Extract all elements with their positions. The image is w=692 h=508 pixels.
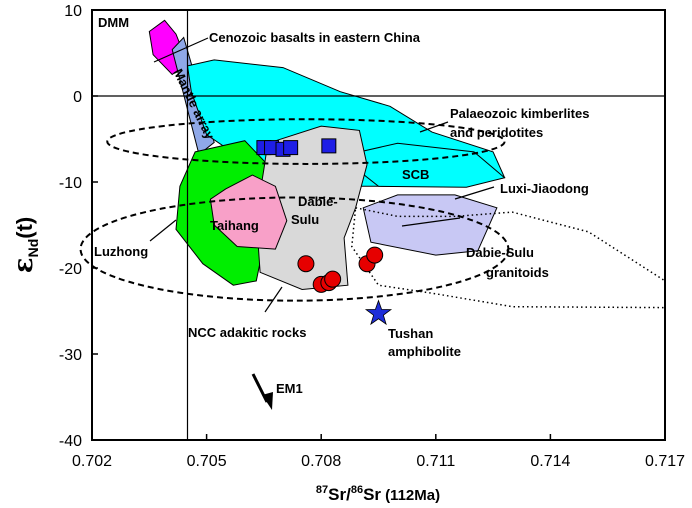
x-axis-mass2: 86 [351,484,363,496]
x-axis-mass1: 87 [316,484,328,496]
plot-frame [91,9,666,441]
y-tick-label-4: -20 [59,261,82,278]
leader-lines [149,37,495,313]
kimberlite-label-line1: Palaeozoic kimberlites [450,106,589,121]
taihang-label: Taihang [210,218,259,233]
dashed-regions [79,118,666,309]
field-taihang [209,174,288,250]
dmm-label: DMM [98,15,129,30]
region-palaeozoic-kimberlites-and-peridotites [106,118,506,165]
granitoid-label-line2: granitoids [486,265,549,280]
ncc-label: NCC adakitic rocks [188,325,307,340]
granitoid-label-line1: Dabie-Sulu [466,245,534,260]
x-axis-el1: Sr/ [328,485,351,504]
scb-label: SCB [402,167,429,182]
palaeozoic-kimberlites-and-peridotites-point-4 [283,140,299,156]
dabie-label-line1: Dabie- [298,194,338,209]
field-luxi-jiaodong [362,194,498,256]
x-axis-suffix: (112Ma) [385,487,440,504]
luxi-label: Luxi-Jiaodong [500,181,589,196]
kimberlite-leader [419,121,449,133]
em1-label: EM1 [276,381,303,396]
ncc-adakitic-rocks-point-6 [366,246,384,264]
y-tick-label-5: -30 [59,347,82,364]
y-tick-label-3: -10 [59,175,82,192]
region-ncc-adakitic-rocks [79,196,510,302]
granitoid-leader [401,217,461,227]
x-tick-label-5: 0.714 [530,453,570,470]
tushan-amphibolite-point-1 [364,299,393,326]
axis-ticks: 0.702 0.705 0.708 0.711 0.714 0.717 10 0 -10 -20 -… [59,3,685,470]
x-tick-label-4: 0.711 [416,453,455,470]
y-axis-epsilon: ε [9,257,39,273]
reference-lines [92,10,665,440]
ncc-adakitic-rocks-point-1 [297,255,315,273]
x-tick-label-6: 0.717 [645,453,685,470]
tushan-label-line2: amphibolite [388,344,461,359]
x-tick-label-1: 0.702 [72,453,112,470]
y-tick-label-6: -40 [59,433,82,450]
y-axis-title: εNd(t) [9,217,41,273]
luzhong-leader [149,219,177,242]
cenozoic-label: Cenozoic basalts in eastern China [209,30,421,45]
x-axis-title: 87Sr/86Sr (112Ma) [316,484,440,504]
cenozoic-leader [153,37,209,63]
region-dabie-sulu-granitoids [351,206,666,309]
ncc-adakitic-rocks-point-4 [324,270,342,288]
y-tick-label-2: 0 [73,89,82,106]
luzhong-label: Luzhong [94,244,148,259]
em1-arrow [251,373,273,410]
y-tick-label-1: 10 [64,3,82,20]
kimberlite-label-line2: and peridotites [450,125,543,140]
palaeozoic-kimberlites-and-peridotites-point-5 [321,138,337,154]
luxi-leader [454,186,495,200]
dabie-label-line2: Sulu [291,212,319,227]
x-tick-label-2: 0.705 [187,453,227,470]
ncc-leader [264,286,283,313]
data-points [256,138,393,326]
x-axis-el2: Sr [363,485,381,504]
y-axis-tail: (t) [12,217,37,239]
x-tick-label-3: 0.708 [301,453,341,470]
tushan-label-line1: Tushan [388,326,433,341]
y-axis-subscript: Nd [25,239,41,258]
